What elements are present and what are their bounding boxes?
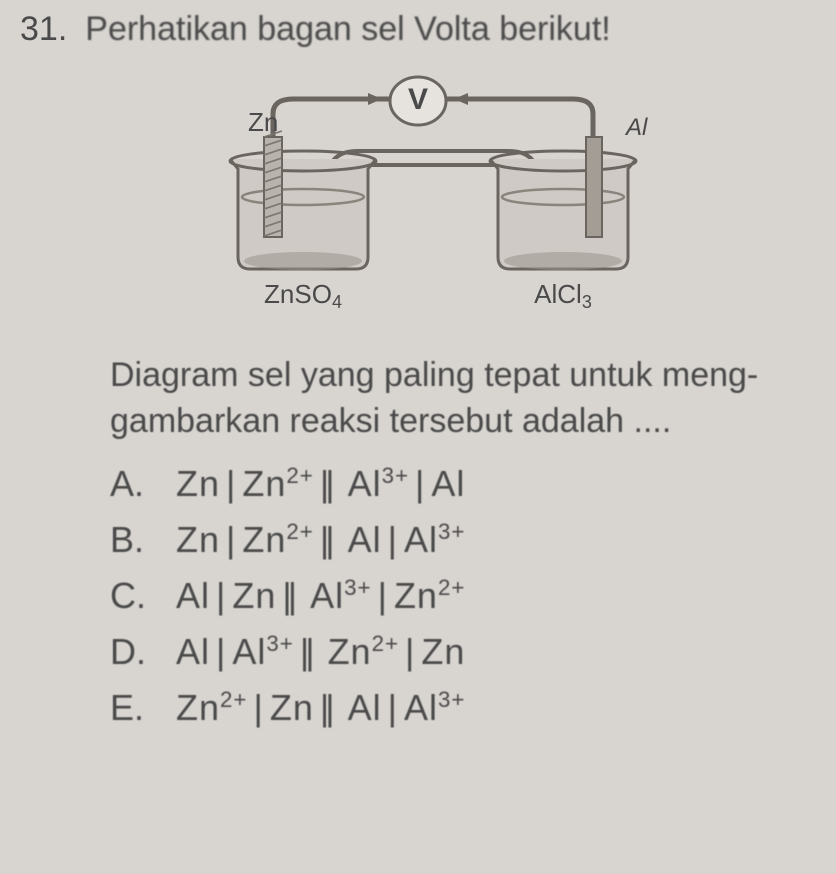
prompt-line-2: gambarkan reaksi tersebut adalah .... bbox=[110, 402, 671, 440]
question-number: 31. bbox=[20, 10, 67, 49]
option-formula: Al|Zn|| Al3+|Zn2+ bbox=[176, 575, 465, 617]
option-a: A. Zn|Zn2+|| Al3+|Al bbox=[110, 463, 816, 505]
option-formula: Zn|Zn2+|| Al3+|Al bbox=[176, 463, 465, 505]
svg-text:Al: Al bbox=[624, 114, 648, 141]
question-prompt: Diagram sel yang paling tepat untuk meng… bbox=[110, 353, 816, 445]
option-letter: D. bbox=[110, 631, 152, 673]
diagram-svg: V Zn Al ZnSO4 AlCl3 bbox=[178, 69, 658, 329]
question-title: Perhatikan bagan sel Volta berikut! bbox=[85, 10, 610, 49]
option-e: E. Zn2+|Zn|| Al|Al3+ bbox=[110, 687, 816, 729]
svg-text:Zn: Zn bbox=[248, 107, 278, 137]
option-formula: Zn|Zn2+|| Al|Al3+ bbox=[176, 519, 465, 561]
svg-text:AlCl3: AlCl3 bbox=[534, 279, 592, 312]
volta-cell-diagram: V Zn Al ZnSO4 AlCl3 bbox=[20, 69, 816, 329]
option-formula: Al|Al3+|| Zn2+|Zn bbox=[176, 631, 465, 673]
option-letter: E. bbox=[110, 687, 152, 729]
options-list: A. Zn|Zn2+|| Al3+|Al B. Zn|Zn2+|| Al|Al3… bbox=[110, 463, 816, 729]
option-d: D. Al|Al3+|| Zn2+|Zn bbox=[110, 631, 816, 673]
option-formula: Zn2+|Zn|| Al|Al3+ bbox=[176, 687, 465, 729]
option-letter: C. bbox=[110, 575, 152, 617]
prompt-line-1: Diagram sel yang paling tepat untuk meng… bbox=[110, 356, 758, 394]
option-letter: B. bbox=[110, 519, 152, 561]
option-letter: A. bbox=[110, 463, 152, 505]
svg-text:V: V bbox=[408, 83, 428, 116]
option-b: B. Zn|Zn2+|| Al|Al3+ bbox=[110, 519, 816, 561]
svg-text:ZnSO4: ZnSO4 bbox=[264, 279, 342, 312]
option-c: C. Al|Zn|| Al3+|Zn2+ bbox=[110, 575, 816, 617]
